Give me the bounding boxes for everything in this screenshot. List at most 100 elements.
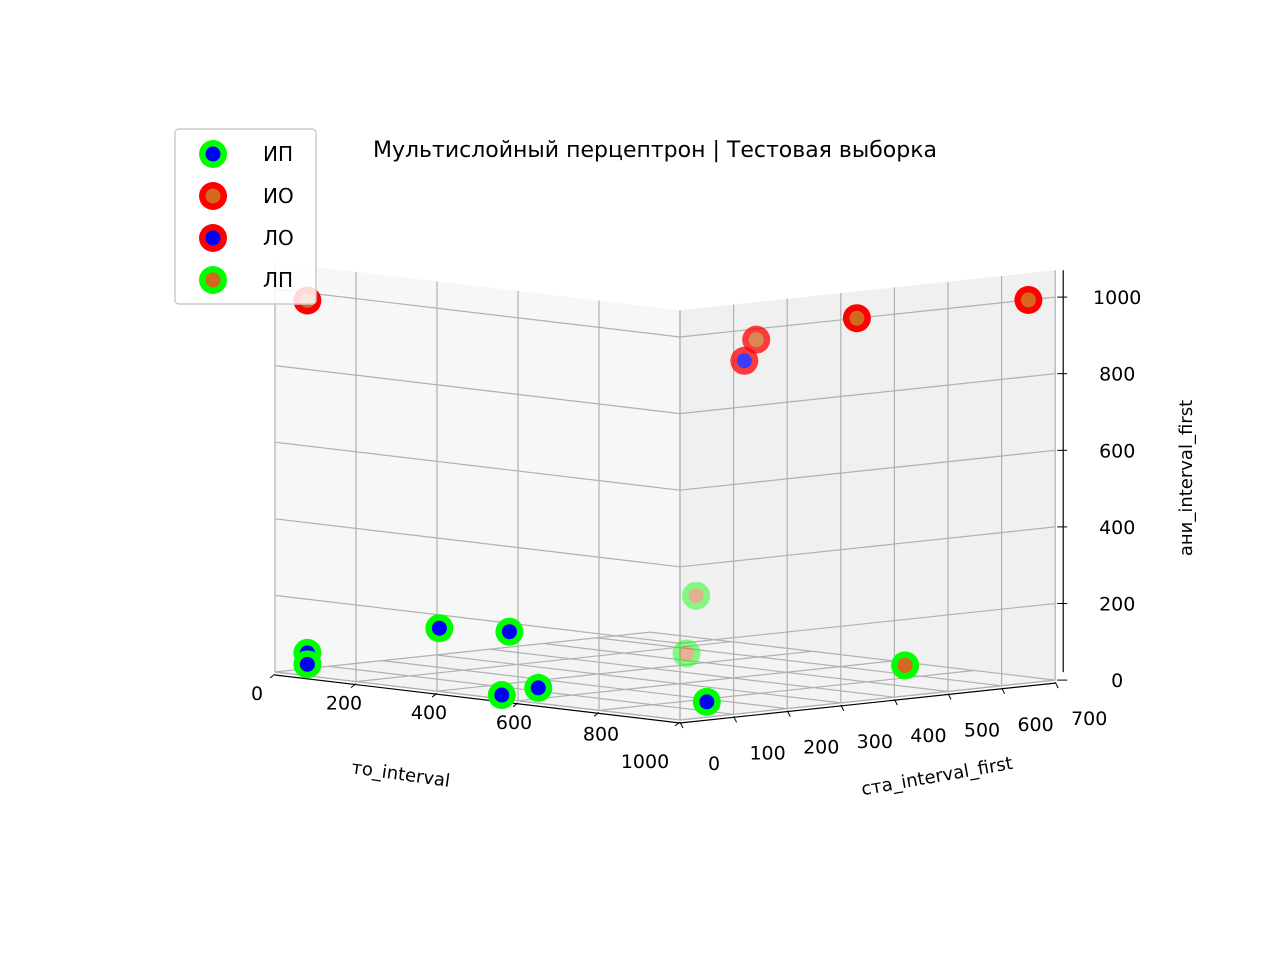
gridline-z [679,679,1056,721]
y-tick-mark [679,721,684,729]
legend: ИП ИО ЛО ЛП [174,128,317,305]
y-tick-label: 400 [910,725,946,747]
x-tick-mark [431,692,438,698]
x-tick-mark [674,721,681,727]
x-tick-mark [269,673,276,679]
gridline-x [517,660,894,702]
point-marker-face [688,588,704,604]
data-point [672,639,701,668]
x-tick-label: 1000 [621,751,669,773]
data-point [682,581,711,610]
gridline-z [274,671,681,721]
point-marker-face [1020,292,1036,308]
z-tick-label: 400 [1099,517,1135,539]
z-tick-label: 600 [1099,440,1135,462]
data-point [842,304,871,333]
y-tick-label: 500 [964,720,1000,742]
point-marker-edge [672,639,701,668]
gridline-y [650,631,1056,681]
legend-entry: ЛП [199,266,293,294]
y-tick-mark [733,716,738,723]
gridline-z [274,441,681,491]
gridline-y [542,642,949,693]
grid-lines [274,262,1056,721]
legend-frame [174,128,317,305]
z-axis-label: ани_interval_first [1176,400,1197,556]
x-tick-label: 200 [326,693,362,715]
legend-marker-face [205,230,221,246]
y-tick-mark [1001,687,1006,695]
point-marker-face [501,624,517,640]
y-tick-label: 300 [857,731,893,753]
z-tick-label: 0 [1111,670,1123,692]
data-point [730,346,759,375]
axes-panes [275,262,1056,720]
legend-marker-face [205,188,221,204]
gridline-x [355,641,732,683]
gridline-y [596,637,1002,687]
gridline-z [679,526,1056,568]
gridline-z [274,518,681,568]
x-tick-mark [593,712,600,717]
legend-label: ЛП [263,268,293,292]
point-marker-face [530,680,546,696]
point-marker-face [849,310,865,326]
point-marker-face [897,657,913,673]
y-tick-mark [1054,681,1059,689]
data-point [524,673,553,702]
data-point [742,325,771,354]
legend-entry: ИП [199,140,293,168]
legend-entry: ИО [199,182,294,210]
y-axis-line [679,682,1056,724]
x-axis-label: то_interval [350,757,451,792]
point-marker-face [679,645,695,661]
z-tick-label: 200 [1099,594,1135,616]
legend-marker-face [205,272,221,288]
gridline-y [489,648,895,698]
gridline-z [274,288,681,338]
pane-xz [275,262,680,720]
legend-label: ИП [263,142,293,166]
data-point [692,687,721,716]
gridline-z [679,373,1056,415]
legend-entry: ЛО [199,224,294,252]
chart-title: Мультислойный перцептрон | Тестовая выбо… [373,138,937,163]
z-tick-label: 800 [1099,364,1135,386]
x-tick-label: 800 [583,723,619,745]
x-axis-line [274,674,681,724]
data-point [487,681,516,710]
legend-marker-face [205,146,221,162]
pane-xy [275,632,1056,720]
y-tick-label: 700 [1071,708,1107,730]
z-tick-label: 1000 [1093,287,1141,309]
point-marker-face [748,332,764,348]
point-marker-face [736,353,752,369]
data-point [425,614,454,643]
data-point [293,650,322,679]
legend-label: ЛО [263,226,294,250]
y-axis-label: ста_interval_first [860,753,1015,800]
gridline-z [679,602,1056,644]
gridline-x [274,631,651,673]
point-marker-face [494,687,510,703]
y-tick-mark [840,704,845,712]
pane-yz [680,270,1056,720]
x-tick-mark [512,702,519,708]
point-marker-face [299,656,315,672]
point-marker-face [431,620,447,636]
gridline-z [679,449,1056,491]
legend-label: ИО [263,184,294,208]
gridline-y [435,654,841,704]
x-tick-label: 600 [496,712,532,734]
point-marker-face [699,694,715,710]
y-tick-label: 600 [1017,714,1053,736]
y-tick-mark [893,698,898,706]
x-tick-mark [350,683,357,688]
point-marker-edge [682,581,711,610]
y-tick-label: 0 [708,753,720,775]
gridline-z [274,365,681,415]
gridline-z [274,594,681,644]
data-point [891,651,920,680]
x-tick-label: 0 [251,683,263,705]
x-tick-label: 400 [411,702,447,724]
